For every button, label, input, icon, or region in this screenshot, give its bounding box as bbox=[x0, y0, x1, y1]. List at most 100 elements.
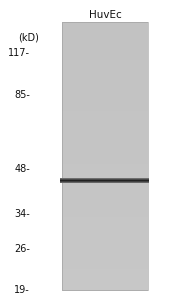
Bar bbox=[62, 100, 148, 102]
Bar bbox=[62, 244, 148, 245]
Bar bbox=[62, 243, 148, 244]
Bar bbox=[62, 176, 148, 178]
Bar bbox=[62, 284, 148, 285]
Bar bbox=[62, 196, 148, 198]
Bar bbox=[62, 120, 148, 122]
Bar bbox=[62, 239, 148, 241]
Bar bbox=[62, 50, 148, 51]
Bar bbox=[62, 273, 148, 274]
Bar bbox=[62, 113, 148, 115]
Bar bbox=[62, 289, 148, 290]
Bar bbox=[62, 186, 148, 188]
Bar bbox=[62, 76, 148, 78]
Bar bbox=[62, 184, 148, 186]
Bar bbox=[62, 223, 148, 224]
Bar bbox=[62, 99, 148, 100]
Bar bbox=[62, 117, 148, 118]
Bar bbox=[62, 247, 148, 248]
Bar bbox=[62, 62, 148, 64]
Bar bbox=[62, 270, 148, 272]
Bar bbox=[62, 135, 148, 136]
Bar bbox=[62, 28, 148, 30]
Bar bbox=[62, 60, 148, 62]
Bar bbox=[62, 90, 148, 91]
Bar bbox=[62, 172, 148, 173]
Bar bbox=[62, 141, 148, 142]
Bar bbox=[62, 112, 148, 114]
Bar bbox=[62, 129, 148, 130]
Bar bbox=[62, 39, 148, 40]
Bar bbox=[62, 159, 148, 160]
Bar bbox=[62, 237, 148, 239]
Bar bbox=[62, 110, 148, 112]
Bar bbox=[62, 166, 148, 167]
Bar bbox=[62, 51, 148, 52]
Bar bbox=[62, 169, 148, 170]
Bar bbox=[62, 276, 148, 277]
Bar bbox=[62, 244, 148, 246]
Bar bbox=[62, 35, 148, 37]
Bar bbox=[62, 134, 148, 135]
Text: 26-: 26- bbox=[14, 244, 30, 254]
Bar bbox=[62, 127, 148, 128]
Bar bbox=[62, 130, 148, 131]
Bar bbox=[62, 267, 148, 268]
Bar bbox=[62, 72, 148, 74]
Bar bbox=[62, 213, 148, 214]
Bar bbox=[62, 158, 148, 159]
Bar bbox=[62, 248, 148, 249]
Bar bbox=[62, 121, 148, 123]
Bar bbox=[62, 140, 148, 141]
Bar bbox=[62, 165, 148, 166]
Bar bbox=[62, 218, 148, 220]
Bar bbox=[62, 160, 148, 162]
Bar bbox=[62, 241, 148, 242]
Bar bbox=[62, 109, 148, 110]
Bar bbox=[62, 249, 148, 250]
Bar bbox=[62, 48, 148, 49]
Bar bbox=[62, 271, 148, 273]
Bar bbox=[62, 214, 148, 215]
Bar bbox=[62, 52, 148, 53]
Bar bbox=[62, 114, 148, 116]
Bar bbox=[62, 210, 148, 211]
Bar bbox=[62, 268, 148, 270]
Bar bbox=[62, 160, 148, 161]
Bar bbox=[62, 191, 148, 192]
Bar bbox=[62, 272, 148, 274]
Bar bbox=[62, 162, 148, 164]
Bar bbox=[60, 178, 149, 179]
Text: 117-: 117- bbox=[8, 48, 30, 58]
Bar bbox=[62, 64, 148, 65]
Bar bbox=[62, 44, 148, 45]
Bar bbox=[62, 197, 148, 199]
Bar bbox=[62, 193, 148, 194]
Bar bbox=[62, 217, 148, 218]
Bar bbox=[62, 153, 148, 155]
Bar bbox=[62, 240, 148, 242]
Bar bbox=[62, 40, 148, 41]
Bar bbox=[60, 182, 149, 183]
Bar bbox=[62, 86, 148, 88]
Bar bbox=[62, 30, 148, 31]
Bar bbox=[62, 167, 148, 168]
Bar bbox=[62, 269, 148, 271]
Bar bbox=[62, 82, 148, 83]
Bar bbox=[62, 212, 148, 214]
Bar bbox=[62, 59, 148, 61]
Bar bbox=[62, 278, 148, 280]
Bar bbox=[62, 122, 148, 123]
Bar bbox=[62, 261, 148, 263]
Bar bbox=[62, 91, 148, 92]
Bar bbox=[62, 46, 148, 47]
Bar bbox=[62, 68, 148, 70]
Bar bbox=[62, 76, 148, 77]
Text: 19-: 19- bbox=[14, 285, 30, 295]
Bar bbox=[62, 97, 148, 98]
Bar bbox=[62, 26, 148, 27]
Bar bbox=[62, 44, 148, 46]
Bar bbox=[62, 266, 148, 267]
Bar bbox=[62, 52, 148, 54]
Bar bbox=[62, 105, 148, 106]
Bar bbox=[62, 199, 148, 200]
